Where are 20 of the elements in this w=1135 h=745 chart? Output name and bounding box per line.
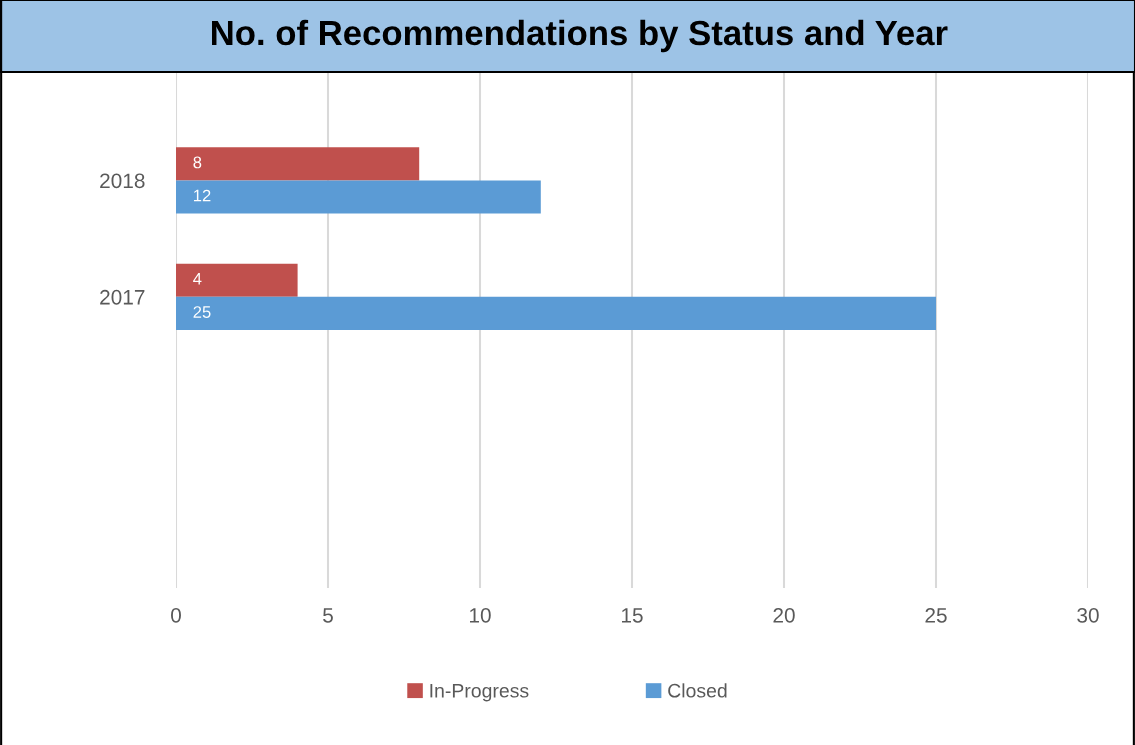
data-label: 12 [193,189,211,202]
x-tick-label: 30 [1077,607,1099,623]
data-label: 8 [193,156,202,169]
x-tick-label: 25 [925,607,947,623]
x-tick-label: 10 [470,607,491,623]
x-tick-label: 0 [171,607,181,623]
bar [176,296,936,331]
legend-label: Closed [668,683,727,698]
x-tick-label: 5 [323,608,333,623]
bar [176,147,420,181]
y-tick-label: 2017 [100,289,145,305]
legend-label: In-Progress [430,684,529,702]
data-label: 25 [193,306,211,318]
data-label: 4 [193,273,202,285]
bar [176,263,298,297]
x-tick-label: 20 [773,607,795,623]
bar [176,180,541,214]
y-tick-label: 2018 [100,173,145,189]
x-tick-label: 15 [622,608,643,623]
chart-title: No. of Recommendations by Status and Year [212,19,948,53]
